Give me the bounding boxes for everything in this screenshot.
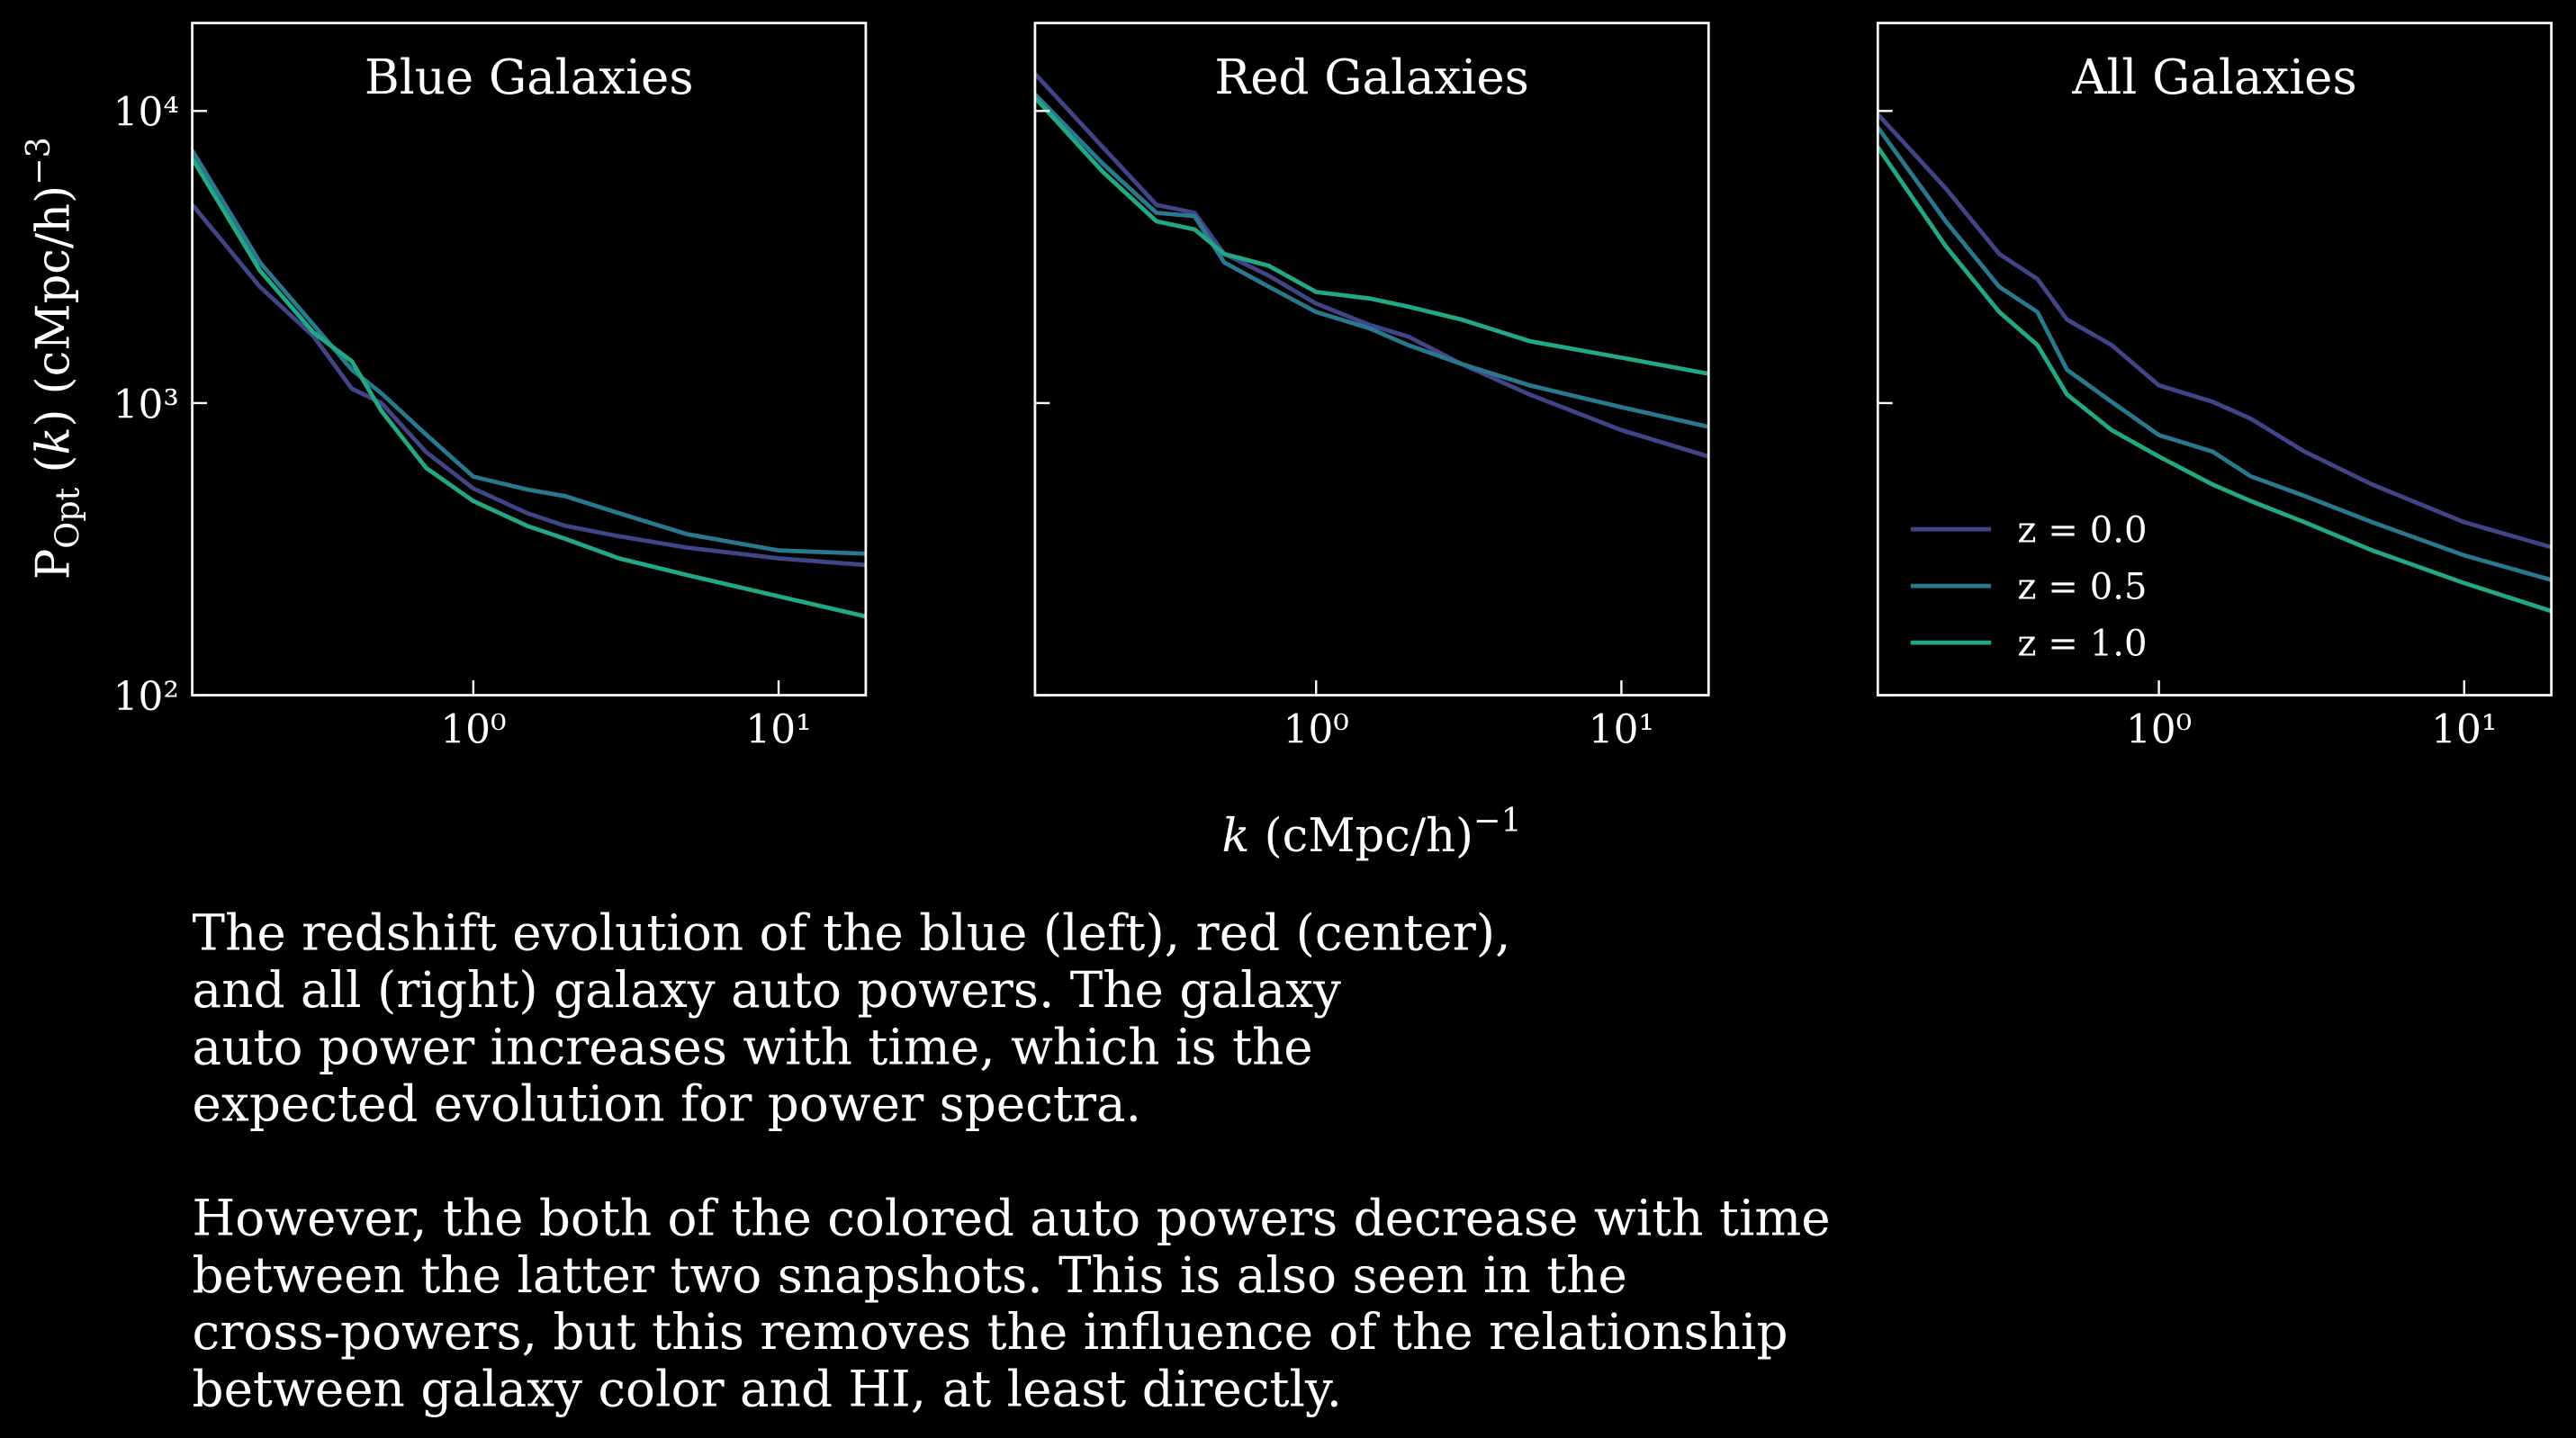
y-tick-label: 10² — [113, 674, 179, 720]
series-line — [1878, 146, 2552, 614]
y-axis-label-part: P — [28, 549, 81, 580]
axes-frame — [191, 22, 868, 697]
panel-title: All Galaxies — [2071, 50, 2356, 105]
y-tick-label: 10³ — [113, 382, 179, 427]
panel: Blue Galaxies 10⁰ 10¹ 10² 10³ 10⁴ POpt (k) (cM… — [19, 22, 868, 752]
series-line — [192, 148, 866, 556]
x-axis-label-part: (cMpc/h) — [1249, 810, 1473, 863]
caption-line: The redshift evolution of the blue (left… — [193, 904, 1511, 962]
y-tick-label: 10⁴ — [113, 90, 179, 136]
series-line — [1034, 93, 1709, 429]
legend-label: z = 1.0 — [2017, 624, 2147, 665]
caption-line: between galaxy color and HI, at least di… — [193, 1361, 1343, 1418]
y-axis-label: POpt (k) (cMpc/h)−3 — [19, 137, 87, 580]
series-line — [1878, 126, 2552, 582]
y-axis-label-part: −3 — [19, 137, 58, 185]
panel-title: Red Galaxies — [1214, 50, 1528, 105]
y-axis-label-part: ) (cMpc/h) — [28, 185, 81, 427]
axes-frame — [1033, 22, 1710, 697]
series-line — [192, 202, 866, 568]
caption-line: and all (right) galaxy auto powers. The … — [193, 961, 1342, 1019]
caption-line: cross-powers, but this removes the influ… — [193, 1303, 1788, 1361]
y-axis-label-part: k — [28, 427, 81, 455]
x-tick-label: 10¹ — [1589, 706, 1654, 752]
y-axis-label-part: ( — [28, 455, 81, 488]
caption-line: expected evolution for power spectra. — [193, 1075, 1142, 1133]
series-line — [1034, 95, 1709, 376]
series-line — [192, 157, 866, 619]
legend-label: z = 0.0 — [2017, 510, 2147, 552]
caption-line: between the latter two snapshots. This i… — [193, 1246, 1627, 1304]
caption-line: However, the both of the colored auto po… — [193, 1189, 1831, 1246]
legend: z = 0.0 z = 0.5 z = 1.0 — [1910, 510, 2148, 665]
x-tick-label: 10¹ — [745, 706, 811, 752]
x-tick-label: 10¹ — [2431, 706, 2497, 752]
y-axis-label-part: Opt — [49, 487, 87, 548]
x-tick-label: 10⁰ — [2126, 706, 2192, 752]
panel-title: Blue Galaxies — [365, 50, 694, 105]
x-axis-label-part: k — [1221, 810, 1249, 863]
caption: The redshift evolution of the blue (left… — [193, 904, 1831, 1418]
series-line — [1034, 72, 1709, 459]
x-tick-label: 10⁰ — [1283, 706, 1349, 752]
axes-frame — [1876, 22, 2553, 697]
legend-label: z = 0.5 — [2017, 567, 2147, 608]
series-line — [1878, 112, 2552, 550]
panel: All Galaxies 10⁰ 10¹ z = 0.0 z = 0.5 z = 1.0 — [1876, 22, 2553, 752]
panel: Red Galaxies 10⁰ 10¹ k (cMpc/h)−1 — [1033, 22, 1710, 863]
x-axis-label-part: −1 — [1473, 801, 1522, 840]
x-tick-label: 10⁰ — [440, 706, 506, 752]
x-axis-label: k (cMpc/h)−1 — [1221, 801, 1521, 863]
caption-line: auto power increases with time, which is… — [193, 1018, 1313, 1075]
